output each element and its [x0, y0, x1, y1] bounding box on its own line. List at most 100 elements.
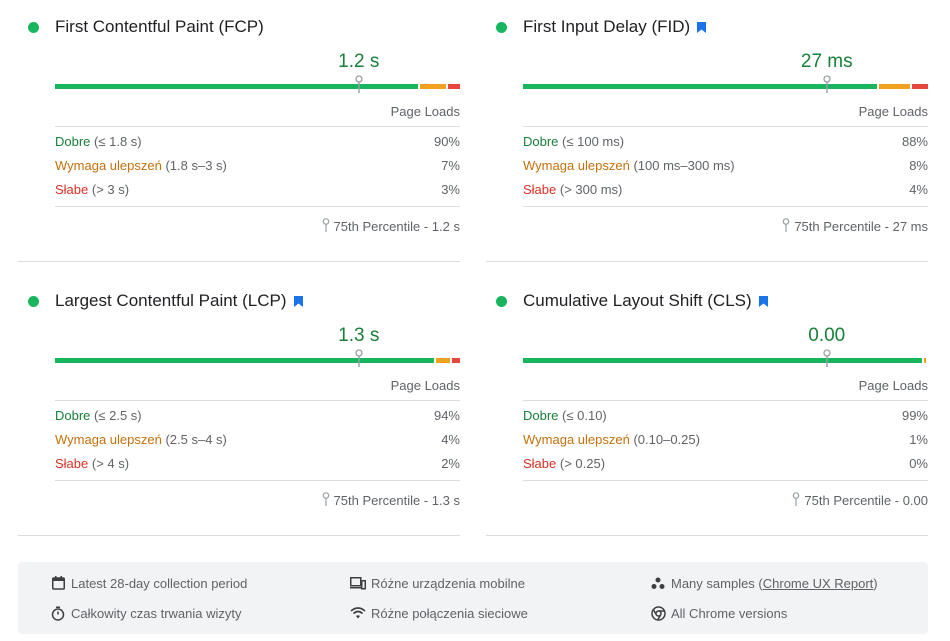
footer-samples: Many samples (Chrome UX Report): [650, 575, 878, 591]
row-good: Dobre (≤ 2.5 s) 94%: [55, 408, 460, 426]
footer-collection-period: Latest 28-day collection period: [50, 575, 247, 591]
needs-improvement-percent: 4%: [441, 432, 460, 447]
needs-improvement-label: Wymaga ulepszeń: [523, 432, 630, 447]
good-percent: 88%: [901, 134, 928, 149]
footer-samples-suffix: ): [873, 575, 878, 591]
percentile-marker-icon: [823, 75, 831, 93]
needs-improvement-range: (1.8 s–3 s): [165, 158, 227, 173]
calendar-icon: [50, 575, 66, 591]
bookmark-icon[interactable]: [758, 296, 768, 307]
needs-improvement-percent: 1%: [909, 432, 928, 447]
poor-range: (> 300 ms): [559, 182, 623, 197]
status-dot-good: [496, 296, 507, 307]
footer-samples-prefix: Many samples (: [671, 575, 763, 591]
good-label: Dobre: [55, 408, 91, 423]
footer-chrome-versions-text: All Chrome versions: [671, 605, 788, 621]
row-poor: Słabe (> 300 ms) 4%: [523, 182, 928, 200]
good-label: Dobre: [55, 134, 91, 149]
separator: [55, 400, 460, 401]
chrome-icon: [650, 605, 666, 621]
footer-visit-duration-text: Całkowity czas trwania wizyty: [71, 605, 242, 621]
footer-chrome-versions: All Chrome versions: [650, 605, 787, 621]
needs-improvement-range: (2.5 s–4 s): [165, 432, 227, 447]
chrome-ux-report-link[interactable]: Chrome UX Report: [762, 575, 874, 591]
page-loads-label: Page Loads: [390, 378, 460, 393]
bar-segment-poor: [451, 358, 460, 363]
metric-title: First Contentful Paint (FCP): [55, 17, 264, 36]
divider-left-bottom: [18, 535, 460, 536]
good-label: Dobre: [523, 408, 559, 423]
poor-percent: 4%: [909, 182, 928, 197]
footer-collection-period-text: Latest 28-day collection period: [71, 575, 248, 591]
wifi-icon: [350, 605, 366, 621]
good-range: (≤ 2.5 s): [94, 408, 142, 423]
percentile-marker-icon: [355, 349, 363, 367]
percentile-marker-icon: [355, 75, 363, 93]
poor-label: Słabe: [55, 456, 89, 471]
needs-improvement-label: Wymaga ulepszeń: [55, 432, 162, 447]
percentile-pin-icon: [793, 492, 800, 506]
devices-icon: [350, 575, 366, 591]
divider-right-middle: [486, 261, 928, 262]
percentile-marker-icon: [823, 349, 831, 367]
separator: [55, 480, 460, 481]
metric-card-lcp: Largest Contentful Paint (LCP) 1.3 s Pag…: [18, 276, 460, 516]
separator: [523, 400, 928, 401]
metric-value: 0.00: [808, 325, 846, 346]
bar-segment-good: [523, 84, 878, 89]
distribution-bar: [55, 75, 460, 93]
needs-improvement-percent: 8%: [909, 158, 928, 173]
bar-segment-good: [55, 84, 418, 89]
divider-left-middle: [18, 261, 460, 262]
good-range: (≤ 1.8 s): [94, 134, 142, 149]
status-dot-good: [496, 22, 507, 33]
metric-title: First Input Delay (FID): [523, 17, 707, 37]
row-needs-improvement: Wymaga ulepszeń (1.8 s–3 s) 7%: [55, 158, 460, 176]
needs-improvement-range: (100 ms–300 ms): [633, 158, 735, 173]
poor-percent: 2%: [441, 456, 460, 471]
percentile-pin-icon: [322, 492, 329, 506]
distribution-bar: [523, 75, 928, 93]
row-poor: Słabe (> 3 s) 3%: [55, 182, 460, 200]
separator: [55, 126, 460, 127]
good-percent: 94%: [433, 408, 460, 423]
percentile-75: 75th Percentile - 0.00: [792, 492, 928, 508]
bar-segment-needs-improvement: [879, 84, 910, 89]
poor-label: Słabe: [55, 182, 89, 197]
percentile-75: 75th Percentile - 27 ms: [782, 218, 928, 234]
good-range: (≤ 0.10): [562, 408, 607, 423]
good-range: (≤ 100 ms): [562, 134, 625, 149]
poor-percent: 0%: [909, 456, 928, 471]
bar-segment-poor: [447, 84, 460, 89]
separator: [55, 206, 460, 207]
needs-improvement-label: Wymaga ulepszeń: [55, 158, 162, 173]
bar-segment-good: [55, 358, 434, 363]
poor-label: Słabe: [523, 456, 557, 471]
bar-segment-needs-improvement: [923, 358, 926, 363]
metric-card-fcp: First Contentful Paint (FCP) 1.2 s Page …: [18, 2, 460, 242]
poor-percent: 3%: [441, 182, 460, 197]
footer-devices: Różne urządzenia mobilne: [350, 575, 525, 591]
page-loads-label: Page Loads: [858, 378, 928, 393]
metric-value: 1.3 s: [338, 325, 380, 346]
bookmark-icon[interactable]: [293, 296, 303, 307]
footer-devices-text: Różne urządzenia mobilne: [371, 575, 525, 591]
status-dot-good: [28, 22, 39, 33]
good-percent: 90%: [433, 134, 460, 149]
metric-card-cls: Cumulative Layout Shift (CLS) 0.00 Page …: [486, 276, 928, 516]
needs-improvement-label: Wymaga ulepszeń: [523, 158, 630, 173]
good-label: Dobre: [523, 134, 559, 149]
footer-network: Różne połączenia sieciowe: [350, 605, 528, 621]
row-needs-improvement: Wymaga ulepszeń (0.10–0.25) 1%: [523, 432, 928, 450]
row-good: Dobre (≤ 100 ms) 88%: [523, 134, 928, 152]
timer-icon: [50, 605, 66, 621]
samples-icon: [650, 575, 666, 591]
separator: [523, 126, 928, 127]
row-needs-improvement: Wymaga ulepszeń (2.5 s–4 s) 4%: [55, 432, 460, 450]
bookmark-icon[interactable]: [697, 22, 707, 33]
page-loads-label: Page Loads: [858, 104, 928, 119]
bar-segment-needs-improvement: [435, 358, 450, 363]
row-needs-improvement: Wymaga ulepszeń (100 ms–300 ms) 8%: [523, 158, 928, 176]
percentile-pin-icon: [783, 218, 790, 232]
divider-right-bottom: [486, 535, 928, 536]
